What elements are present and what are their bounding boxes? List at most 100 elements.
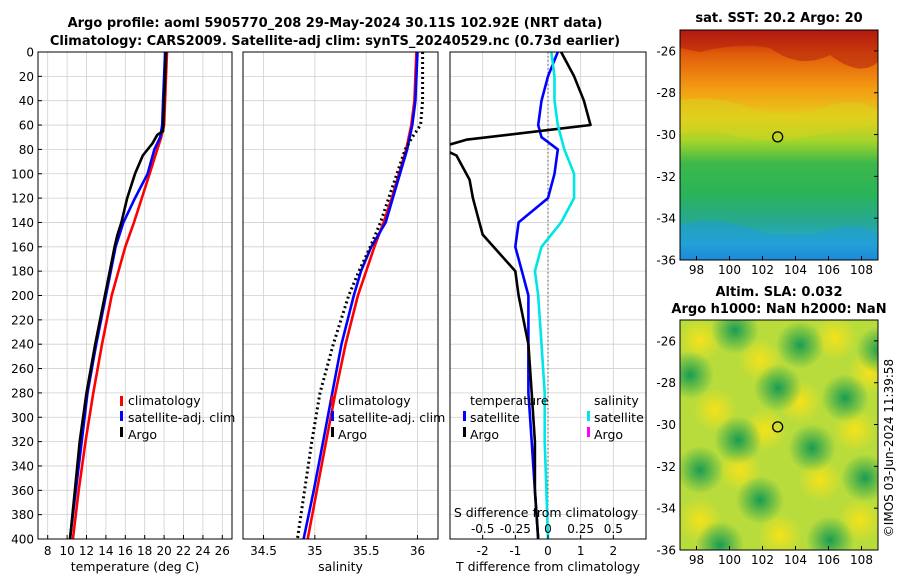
top-tick-label: 0.25 [567,522,594,536]
map-x-tick-label: 102 [751,553,774,567]
map-x-tick-label: 106 [817,553,840,567]
sla-positive-anomaly [758,513,802,550]
sla-negative-anomaly [806,516,854,550]
x-tick-label: 18 [137,544,152,558]
map-x-tick-label: 104 [784,263,807,277]
y-tick-label: 300 [11,411,34,425]
sst-cool-edge [680,221,878,260]
series-argo [68,52,168,539]
y-tick-label: 20 [19,70,34,84]
x-tick-label: 35.5 [353,544,380,558]
sst-map: 98 100 102 104 106 108 -26 -28 -30 -32 -34 -36 sat.… [656,11,879,277]
series-salinity-satellite [533,52,576,539]
sla-negative-anomaly [714,416,762,464]
x-tick-label: -2 [477,544,489,558]
x-tick-label: 26 [215,544,230,558]
map-y-tick-label: -34 [656,212,676,226]
map-x-tick-label: 108 [850,263,873,277]
map-x-tick-label: 104 [784,553,807,567]
sla-negative-anomaly [821,374,869,422]
y-tick-label: 220 [11,313,34,327]
legend-t-argo-label: Argo [470,427,499,442]
legend-t-satellite-label: satellite [470,410,520,425]
series-satellite-adj-clim [302,52,419,539]
legend-s-argo-label: Argo [594,427,623,442]
x-tick-label: 1 [577,544,585,558]
panel-frame [242,51,439,540]
map-x-tick-label: 100 [718,553,741,567]
sla-map: 98 100 102 104 106 108 -26 -28 -30 -32 -34 -36 Alti… [656,285,886,567]
series-temperature-satellite [513,52,560,539]
y-tick-label: 380 [11,508,34,522]
map-y-tick-label: -30 [656,128,676,142]
y-tick-label: 40 [19,94,34,108]
sla-negative-anomaly [841,454,878,502]
map-x-tick-label: 106 [817,263,840,277]
y-tick-label: 200 [11,289,34,303]
y-tick-label: 260 [11,362,34,376]
legend-s-satellite-label: satellite [594,410,644,425]
map-y-tick-label: -28 [656,376,676,390]
x-tick-label: 2 [610,544,618,558]
top-tick-label: 0 [544,522,552,536]
sla-negative-anomaly [754,364,802,412]
y-tick-label: 180 [11,265,34,279]
legend-sal-satellite-label: satellite-adj. clim [338,410,445,425]
y-tick-label: 240 [11,338,34,352]
y-tick-label: 80 [19,143,34,157]
figure-title-line1: Argo profile: aoml 5905770_208 29-May-20… [68,16,603,31]
map-x-tick-label: 98 [689,553,704,567]
sla-negative-anomaly [856,326,878,374]
top-tick-label: 0.5 [604,522,623,536]
sst-front [680,98,878,141]
legend-sal-climatology-label: climatology [338,393,411,408]
top-tick-label: -0.5 [471,522,494,536]
map-x-tick-label: 98 [689,263,704,277]
x-tick-label: 20 [156,544,171,558]
sst-warm-front [680,30,878,69]
sst-map-frame [679,29,879,261]
map-x-tick-label: 108 [850,553,873,567]
x-tick-label: 16 [118,544,133,558]
sst-argo-location-marker [772,131,784,143]
series-argo [295,52,425,539]
legend-sal-climatology-swatch [331,396,334,406]
y-tick-label: 320 [11,435,34,449]
sla-negative-anomaly [711,320,759,354]
x-tick-label: 14 [98,544,113,558]
x-tick-label: 24 [195,544,210,558]
y-tick-label: 340 [11,459,34,473]
salinity-panel: 34.5 35 35.5 36 salinity [242,51,439,574]
sla-argo-location-marker [772,421,784,433]
x-tick-label: -1 [509,544,521,558]
x-tick-label: 34.5 [250,544,277,558]
map-x-tick-label: 102 [751,263,774,277]
legend-sal-argo-label: Argo [338,427,367,442]
legend-s-satellite-swatch [587,411,590,421]
sla-map-frame [679,319,879,551]
y-tick-label: 100 [11,167,34,181]
x-tick-label: 10 [59,544,74,558]
sla-map-title: Altim. SLA: 0.032 [716,285,843,300]
legend-argo-label: Argo [128,427,157,442]
legend-climatology-label: climatology [128,393,201,408]
legend-s-argo-swatch [587,427,590,437]
x-axis-label: temperature (deg C) [71,559,200,574]
legend-satellite-swatch [120,411,123,421]
figure-title-line2: Climatology: CARS2009. Satellite-adj cli… [50,34,620,49]
y-tick-label: 360 [11,484,34,498]
y-tick-label: 120 [11,192,34,206]
legend-satellite-label: satellite-adj. clim [128,410,235,425]
difference-legend: temperature satellite Argo salinity sate… [463,393,644,442]
sla-map-subtitle: Argo h1000: NaN h2000: NaN [671,302,886,317]
sla-negative-anomaly [696,521,744,550]
map-y-tick-label: -36 [656,544,676,558]
map-y-tick-label: -34 [656,502,676,516]
top-tick-label: -0.25 [500,522,531,536]
map-y-tick-label: -26 [656,44,676,58]
x-tick-label: 12 [79,544,94,558]
x-axis-label: salinity [318,559,363,574]
difference-panel: -2 -1 0 1 2T difference from climatology S di… [449,51,647,574]
